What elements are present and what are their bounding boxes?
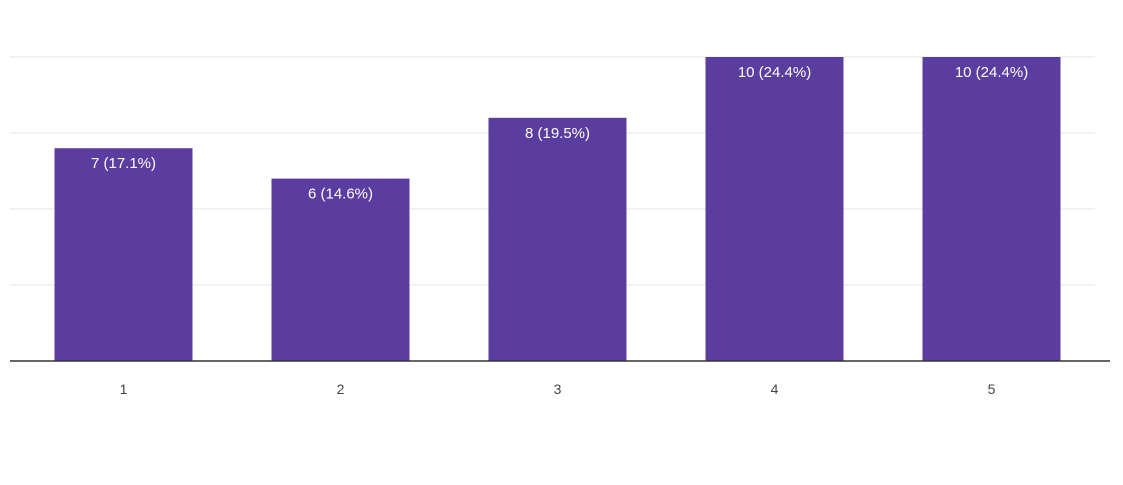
x-tick-labels-group: 1 2 3 4 5: [120, 381, 996, 397]
bar-4[interactable]: [705, 57, 844, 361]
bar-3[interactable]: [488, 117, 627, 361]
x-tick-label-1: 1: [120, 381, 128, 397]
bar-data-label-2: 6 (14.6%): [308, 186, 373, 203]
bar-2[interactable]: [271, 178, 410, 361]
x-tick-label-3: 3: [554, 381, 562, 397]
bars-group: [54, 57, 1061, 361]
bar-1[interactable]: [54, 148, 193, 361]
x-tick-label-2: 2: [337, 381, 345, 397]
x-tick-label-5: 5: [988, 381, 996, 397]
bar-data-label-1: 7 (17.1%): [91, 155, 156, 172]
bar-data-label-3: 8 (19.5%): [525, 125, 590, 142]
bar-5[interactable]: [922, 57, 1061, 361]
bar-data-label-4: 10 (24.4%): [738, 64, 811, 81]
data-labels-group: 7 (17.1%) 6 (14.6%) 8 (19.5%) 10 (24.4%) 10 …: [91, 64, 1028, 203]
bar-data-label-5: 10 (24.4%): [955, 64, 1028, 81]
x-tick-label-4: 4: [771, 381, 779, 397]
